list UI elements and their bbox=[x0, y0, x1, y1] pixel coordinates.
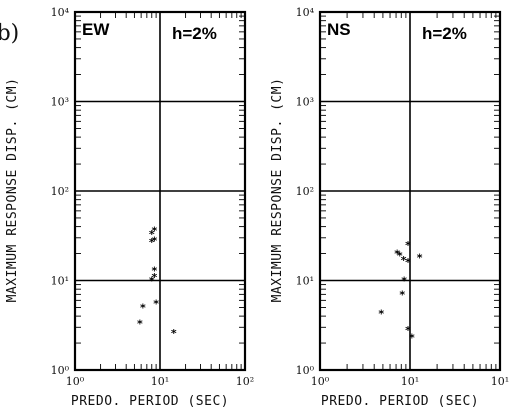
panel-tag: NS bbox=[327, 20, 351, 39]
data-point: * bbox=[140, 301, 146, 314]
data-point: * bbox=[397, 250, 403, 263]
data-point: * bbox=[405, 239, 411, 252]
data-point: * bbox=[137, 318, 143, 331]
y-tick-label: 10¹ bbox=[51, 275, 69, 288]
data-point: * bbox=[152, 264, 158, 277]
x-tick-label: 10¹ bbox=[401, 375, 419, 388]
y-tick-label: 10⁴ bbox=[51, 6, 70, 19]
data-point: * bbox=[394, 248, 400, 261]
y-tick-label: 10² bbox=[51, 185, 69, 198]
y-tick-label: 10⁰ bbox=[296, 364, 315, 377]
panel-ns: 10⁰ 10¹ 10² 10³ 10⁴ 10⁰ 10¹ 10¹ PREDO. PERIOD (S… bbox=[270, 6, 509, 409]
x-axis-label: PREDO. PERIOD (SEC) bbox=[71, 394, 229, 409]
data-point: * bbox=[152, 234, 158, 247]
data-point: * bbox=[417, 252, 423, 265]
x-tick-label: 10⁰ bbox=[311, 375, 330, 388]
plot-frame bbox=[318, 10, 502, 372]
y-tick-label: 10⁰ bbox=[51, 364, 70, 377]
panel-tag: EW bbox=[82, 20, 110, 39]
x-tick-label: 10¹ bbox=[151, 375, 169, 388]
data-point: * bbox=[149, 228, 155, 241]
y-tick-label: 10¹ bbox=[296, 275, 314, 288]
y-axis-label: MAXIMUM RESPONSE DISP. (CM) bbox=[5, 78, 20, 303]
data-point: * bbox=[152, 271, 158, 284]
x-axis-label: PREDO. PERIOD (SEC) bbox=[321, 394, 479, 409]
y-tick-label: 10² bbox=[296, 185, 314, 198]
plot-frame bbox=[73, 10, 247, 372]
data-point: * bbox=[149, 236, 155, 249]
data-point: * bbox=[152, 225, 158, 238]
damping-label: h=2% bbox=[172, 24, 217, 43]
y-tick-label: 10³ bbox=[296, 96, 314, 109]
data-point: * bbox=[149, 275, 155, 288]
data-point: * bbox=[405, 256, 411, 269]
data-point: * bbox=[405, 324, 411, 337]
panel-ew: 10⁰ 10¹ 10² 10³ 10⁴ 10⁰ 10¹ 10² PREDO. PERIOD (S… bbox=[5, 6, 254, 409]
data-point: * bbox=[171, 327, 177, 340]
data-point: * bbox=[399, 288, 405, 301]
x-tick-label: 10⁰ bbox=[66, 375, 85, 388]
data-point: * bbox=[378, 307, 384, 320]
damping-label: h=2% bbox=[422, 24, 467, 43]
panel-label: (b) bbox=[0, 21, 19, 46]
y-tick-label: 10³ bbox=[51, 96, 69, 109]
data-point: * bbox=[409, 332, 415, 345]
y-axis-label: MAXIMUM RESPONSE DISP. (CM) bbox=[270, 78, 285, 303]
x-tick-label: 10¹ bbox=[491, 375, 509, 388]
data-point: * bbox=[401, 275, 407, 288]
y-tick-label: 10⁴ bbox=[296, 6, 315, 19]
x-tick-label: 10² bbox=[236, 375, 254, 388]
data-point: * bbox=[153, 298, 159, 311]
data-point: * bbox=[401, 254, 407, 267]
